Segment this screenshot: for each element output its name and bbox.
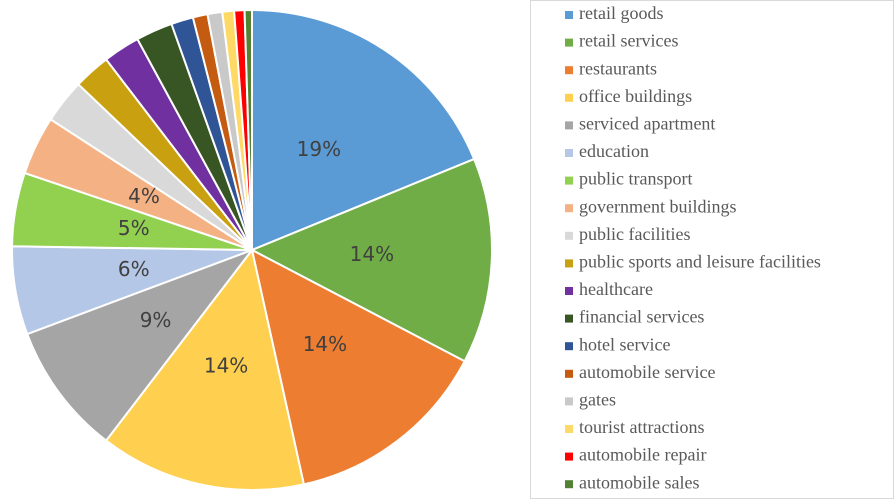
legend-swatch bbox=[565, 38, 573, 47]
legend-label: retail goods bbox=[579, 3, 663, 23]
legend-swatch bbox=[565, 425, 573, 433]
data-label: 14% bbox=[350, 242, 394, 266]
legend-swatch bbox=[565, 259, 573, 268]
data-label: 4% bbox=[128, 184, 160, 208]
legend-label: hotel service bbox=[579, 334, 670, 354]
legend-label: education bbox=[579, 141, 649, 161]
pie-slice bbox=[251, 8, 476, 252]
legend-label: public sports and leisure facilities bbox=[579, 252, 821, 272]
legend-swatch bbox=[565, 314, 573, 323]
pie-slice bbox=[25, 247, 255, 442]
legend-swatch bbox=[565, 66, 573, 75]
legend-box bbox=[530, 0, 894, 499]
legend-label: retail services bbox=[579, 31, 678, 51]
legend-label: gates bbox=[579, 390, 616, 410]
pie-slice bbox=[250, 248, 466, 486]
legend-swatch bbox=[565, 204, 573, 213]
legend-label: automobile service bbox=[579, 362, 715, 382]
pie-slice bbox=[243, 8, 253, 251]
data-label: 9% bbox=[140, 308, 172, 332]
data-label: 5% bbox=[118, 216, 150, 240]
legend-swatch bbox=[565, 176, 573, 185]
legend-label: government buildings bbox=[579, 196, 736, 216]
legend-label: public facilities bbox=[579, 224, 690, 244]
legend-label: automobile sales bbox=[579, 472, 699, 492]
legend-label: serviced apartment bbox=[579, 114, 715, 134]
data-label: 19% bbox=[297, 137, 341, 161]
legend-label: public transport bbox=[579, 169, 692, 189]
legend-swatch bbox=[565, 121, 573, 130]
legend-swatch bbox=[565, 342, 573, 351]
data-label: 6% bbox=[118, 257, 150, 281]
legend-swatch bbox=[565, 452, 573, 461]
legend-swatch bbox=[565, 397, 573, 406]
legend-label: restaurants bbox=[579, 58, 657, 78]
data-label: 14% bbox=[303, 332, 347, 356]
legend-swatch bbox=[565, 480, 573, 489]
legend-swatch bbox=[565, 93, 573, 102]
legend-label: automobile repair bbox=[579, 445, 706, 465]
legend-swatch bbox=[565, 11, 573, 19]
legend-label: tourist attractions bbox=[579, 417, 704, 437]
pie-slice bbox=[249, 157, 493, 363]
legend-label: healthcare bbox=[579, 279, 653, 299]
pie-slice bbox=[104, 247, 306, 491]
data-label: 14% bbox=[204, 354, 248, 378]
legend-swatch bbox=[565, 231, 573, 240]
legend-swatch bbox=[565, 287, 573, 295]
legend-swatch bbox=[565, 369, 573, 378]
legend-label: office buildings bbox=[579, 86, 692, 106]
legend-swatch bbox=[565, 149, 573, 157]
legend-label: financial services bbox=[579, 307, 704, 327]
